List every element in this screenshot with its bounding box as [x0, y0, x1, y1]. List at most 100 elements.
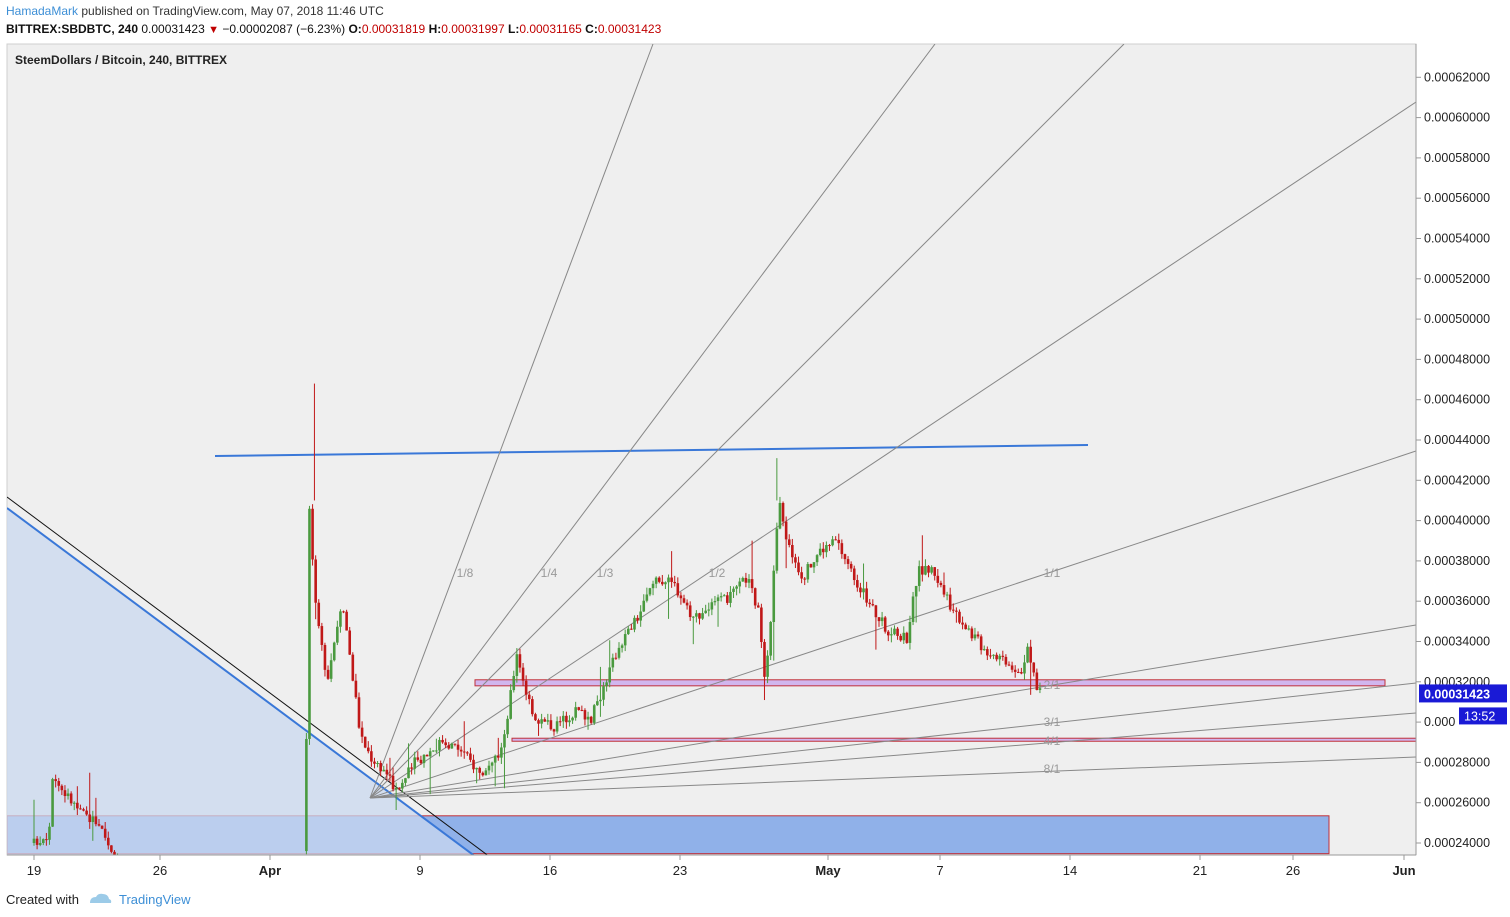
- ohlc-bar: BITTREX:SBDBTC, 240 0.00031423 ▼ −0.0000…: [6, 22, 661, 36]
- last-price-tag-label: 0.00031423: [1424, 687, 1490, 701]
- y-tick-label: 0.00058000: [1424, 151, 1490, 165]
- candle: [679, 592, 683, 605]
- candle: [416, 751, 420, 762]
- time-axis[interactable]: 19 26 Apr 9 16 23 May 7 14 21 26 Jun: [7, 854, 1416, 878]
- candle: [1004, 654, 1008, 667]
- candle: [695, 610, 698, 623]
- candle: [763, 639, 766, 701]
- candle: [995, 652, 998, 662]
- candle: [561, 711, 565, 728]
- candle: [450, 742, 454, 749]
- candle: [552, 728, 556, 736]
- gann-fan-line-8: [369, 712, 1416, 799]
- candle: [113, 850, 116, 855]
- candle: [490, 761, 494, 773]
- y-tick-label: 0.00024000: [1424, 836, 1490, 850]
- high-value: 0.00031997: [441, 22, 505, 36]
- candle: [425, 754, 429, 757]
- candle: [69, 791, 73, 806]
- candle: [103, 821, 107, 841]
- candle: [688, 601, 692, 621]
- author-link[interactable]: HamadaMark: [6, 4, 79, 18]
- candle: [540, 713, 543, 729]
- candle: [899, 633, 902, 642]
- gann-fan-label: 1/2: [709, 566, 726, 580]
- candle: [370, 745, 373, 767]
- candle: [506, 715, 509, 738]
- gann-fan-line-3: [369, 44, 1125, 799]
- candle: [357, 692, 361, 729]
- candle: [79, 804, 82, 810]
- candle: [951, 603, 955, 614]
- candle: [496, 737, 500, 761]
- candle: [837, 533, 841, 550]
- candle: [363, 736, 367, 749]
- candle: [787, 534, 791, 548]
- symbol-label: BITTREX:SBDBTC, 240: [6, 22, 139, 36]
- candle: [320, 622, 324, 651]
- candle: [596, 695, 599, 706]
- gann-fan-label: 2/1: [1044, 678, 1061, 692]
- candle: [800, 566, 803, 584]
- candle: [815, 554, 819, 566]
- candle: [110, 845, 113, 854]
- gann-fan-label: 1/3: [597, 566, 614, 580]
- candle: [72, 801, 76, 811]
- candle: [549, 714, 553, 731]
- countdown-tag-label: 13:52: [1464, 709, 1495, 723]
- x-tick-label: 16: [543, 863, 557, 878]
- candle: [846, 556, 850, 570]
- candle: [735, 585, 738, 596]
- candle: [323, 642, 327, 677]
- countdown-tag: [1459, 707, 1507, 725]
- open-label: O:: [348, 22, 362, 36]
- candle: [986, 646, 989, 661]
- candle: [961, 616, 964, 630]
- candle: [379, 760, 382, 777]
- candle: [382, 765, 386, 772]
- candle: [781, 501, 785, 527]
- candle: [305, 732, 308, 855]
- candle: [342, 610, 345, 614]
- candle: [435, 738, 438, 754]
- candle: [586, 711, 590, 730]
- price-axis[interactable]: 0.000240000.000260000.000280000.00032000…: [1415, 44, 1490, 855]
- candle: [94, 797, 98, 827]
- gann-fan-line-6: [369, 624, 1416, 799]
- candle: [642, 594, 646, 613]
- candle: [883, 615, 887, 634]
- candle: [982, 645, 986, 651]
- candle: [462, 721, 466, 759]
- candle: [958, 609, 961, 625]
- candle: [979, 634, 983, 655]
- gann-fan-label: 1/8: [457, 566, 474, 580]
- candle: [877, 617, 881, 627]
- candle: [865, 581, 868, 607]
- candle: [1038, 682, 1042, 694]
- candle: [747, 574, 751, 589]
- candle: [707, 602, 711, 617]
- candle: [441, 735, 444, 744]
- x-tick-label: 19: [27, 863, 41, 878]
- candle: [311, 504, 314, 566]
- candle: [636, 615, 639, 624]
- candle: [1023, 654, 1026, 680]
- candle: [97, 818, 101, 827]
- candle: [766, 650, 769, 684]
- tradingview-link[interactable]: TradingView: [118, 891, 191, 907]
- candle: [493, 754, 497, 787]
- candle: [478, 766, 482, 780]
- candle: [620, 643, 624, 653]
- candle: [921, 535, 924, 582]
- candle: [890, 627, 893, 643]
- candle: [911, 591, 915, 626]
- candle: [784, 516, 788, 569]
- x-tick-label: 26: [1286, 863, 1300, 878]
- candle: [592, 703, 596, 726]
- candle: [401, 779, 404, 793]
- candle: [654, 576, 658, 589]
- candle: [880, 611, 884, 627]
- last-price-tag: [1419, 684, 1507, 703]
- candle: [772, 565, 776, 661]
